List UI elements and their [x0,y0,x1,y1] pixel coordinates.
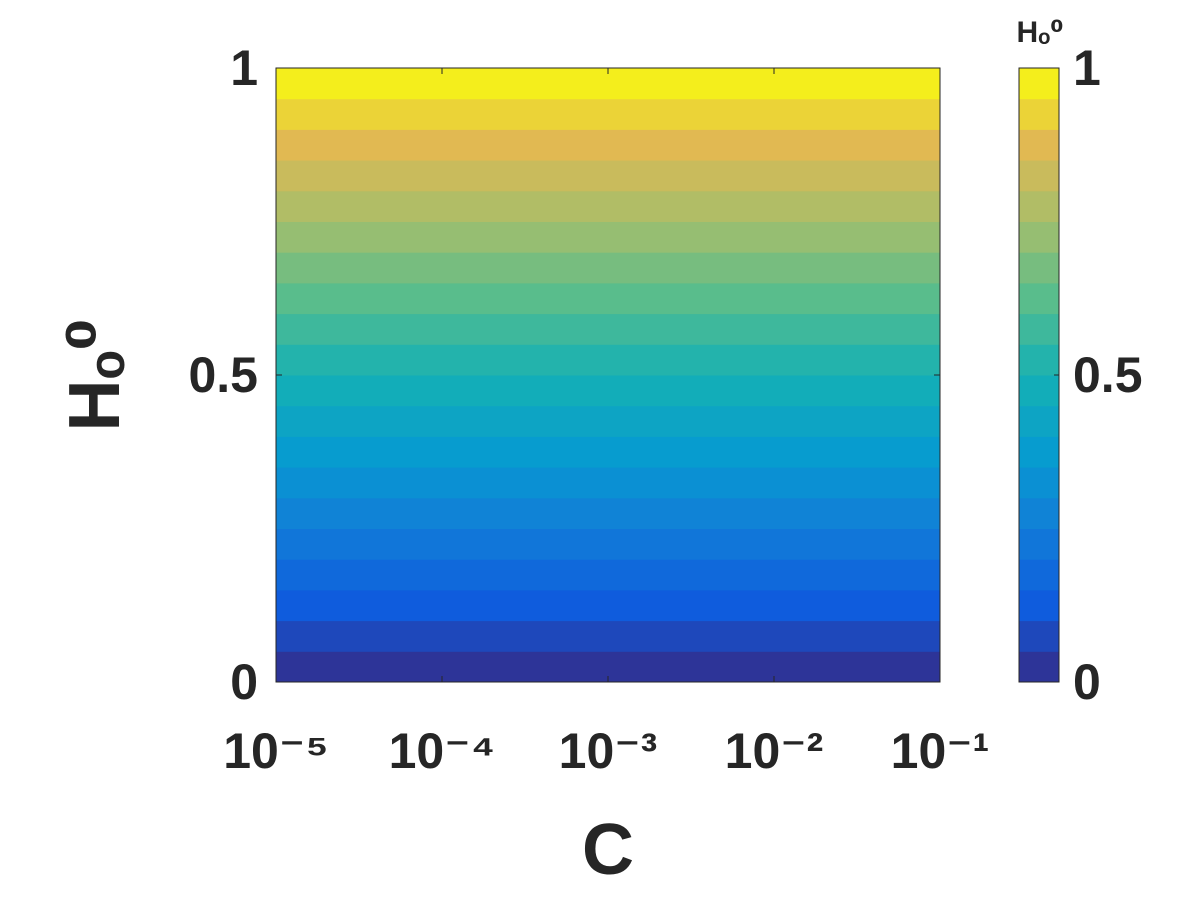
heatmap-cell [276,528,940,560]
x-axis-label: C [582,810,634,890]
colorbar-cell [1019,589,1059,622]
colorbar-cell [1019,405,1059,437]
heatmap-cell [276,467,940,499]
colorbar-cell [1019,497,1059,529]
colorbar-cell [1019,160,1059,192]
x-tick-label: 10⁻⁴ [389,723,496,779]
heatmap-cell [276,98,940,130]
y-axis-label: Hₒ⁰ [55,318,135,431]
colorbar-cell [1019,98,1059,130]
heatmap-cell [276,160,940,192]
heatmap-cell [276,589,940,622]
heatmap-cell [276,282,940,315]
colorbar-tick-label: 0.5 [1073,347,1143,403]
colorbar-cell [1019,559,1059,591]
heatmap-cell [276,497,940,529]
heatmap-cell [276,405,940,437]
x-tick-label: 10⁻¹ [891,723,990,779]
y-tick-label: 1 [230,40,258,96]
colorbar-cell [1019,436,1059,468]
colorbar-cell [1019,528,1059,560]
colorbar-label: Hₒ⁰ [1016,16,1063,49]
heatmap-cell [276,313,940,345]
heatmap-cell [276,190,940,222]
colorbar-cell [1019,313,1059,345]
colorbar-cell [1019,68,1059,100]
heatmap-cell [276,221,940,253]
colorbar-cell [1019,282,1059,315]
colorbar-cell [1019,190,1059,222]
heatmap-cell [276,129,940,161]
colorbar-cell [1019,375,1059,407]
heatmap-cell [276,344,940,376]
heatmap-cell [276,620,940,652]
colorbar-cell [1019,651,1059,683]
colorbar-cell [1019,129,1059,161]
heatmap-cell [276,375,940,407]
heatmap-cell [276,252,940,284]
y-tick-label: 0.5 [188,347,258,403]
y-tick-label: 0 [230,654,258,710]
x-tick-label: 10⁻³ [559,723,658,779]
colorbar-cell [1019,252,1059,284]
colorbar-cell [1019,344,1059,376]
colorbar-tick-label: 0 [1073,654,1101,710]
colorbar-cell [1019,620,1059,652]
x-tick-label: 10⁻⁵ [223,723,329,779]
heatmap-cell [276,559,940,591]
colorbar-cell [1019,221,1059,253]
heatmap-cell [276,436,940,468]
colorbar-cell [1019,467,1059,499]
colorbar-tick-label: 1 [1073,40,1101,96]
x-tick-label: 10⁻² [725,723,824,779]
